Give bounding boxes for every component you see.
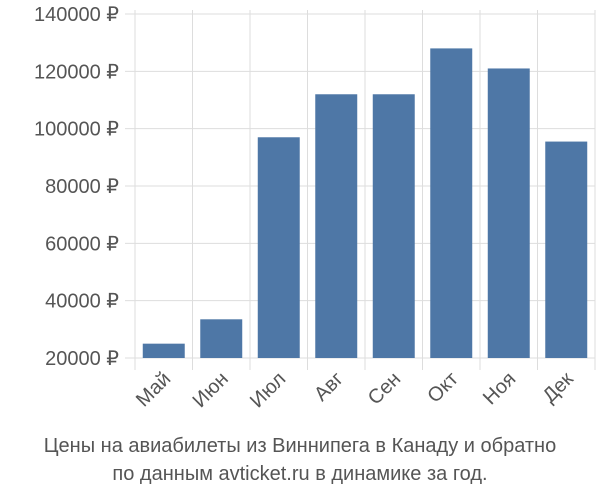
x-tick-label: Июл [246, 368, 290, 412]
y-tick-label: 140000 ₽ [34, 4, 119, 26]
y-tick-labels: 20000 ₽ 40000 ₽ 60000 ₽ 80000 ₽ 100000 ₽ 1200… [34, 4, 119, 370]
x-tick-label: Ноя [479, 368, 520, 409]
y-tick-label: 80000 ₽ [45, 176, 119, 198]
bar [257, 137, 300, 358]
bar [142, 343, 185, 358]
bar [315, 94, 358, 359]
bar [487, 68, 530, 358]
x-tick-label: Окт [423, 368, 462, 407]
bar [545, 141, 588, 358]
x-tick-label: Дек [539, 368, 578, 407]
bars [142, 48, 588, 359]
x-tick-label: Июн [189, 368, 233, 412]
bar [200, 319, 243, 358]
x-tick-labels: Май Июн Июл Авг Сен Окт Ноя Дек [132, 368, 578, 412]
y-tick-label: 100000 ₽ [34, 119, 119, 141]
x-tick-label: Авг [310, 368, 348, 406]
y-tick-label: 60000 ₽ [45, 233, 119, 255]
axes [125, 10, 596, 370]
bar [372, 94, 415, 359]
x-tick-label: Май [132, 368, 175, 411]
bar [430, 48, 473, 359]
chart-caption-line-2: по данным avticket.ru в динамике за год. [112, 463, 488, 485]
x-tick-label: Сен [364, 368, 405, 409]
y-tick-label: 120000 ₽ [34, 61, 119, 83]
chart-caption-line-1: Цены на авиабилеты из Виннипега в Канаду… [43, 435, 557, 457]
y-tick-label: 40000 ₽ [45, 291, 119, 313]
bar-chart: 20000 ₽ 40000 ₽ 60000 ₽ 80000 ₽ 100000 ₽ 1200… [34, 4, 596, 412]
y-tick-label: 20000 ₽ [45, 348, 119, 370]
